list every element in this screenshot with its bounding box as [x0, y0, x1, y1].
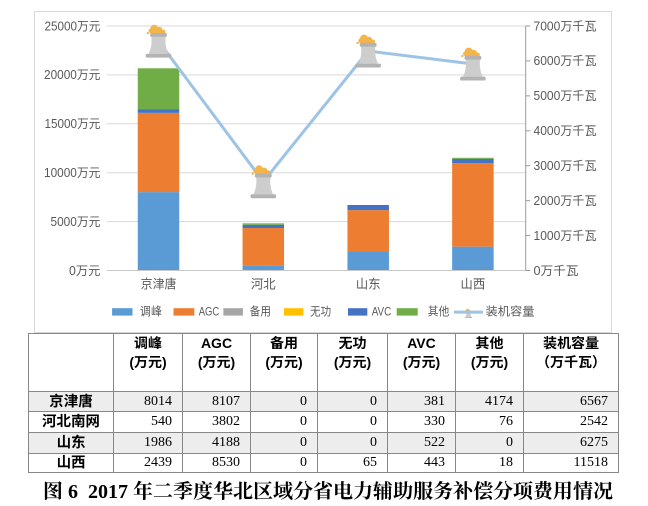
svg-text:4000万千瓦: 4000万千瓦: [534, 124, 597, 138]
svg-text:山东: 山东: [356, 277, 381, 292]
svg-text:5000万元: 5000万元: [51, 215, 101, 229]
svg-text:装机容量: 装机容量: [486, 305, 535, 319]
svg-text:6000万千瓦: 6000万千瓦: [534, 54, 597, 68]
svg-text:山西: 山西: [460, 277, 485, 292]
svg-text:无功: 无功: [310, 305, 331, 319]
svg-text:20000万元: 20000万元: [44, 68, 101, 82]
svg-text:7000万千瓦: 7000万千瓦: [534, 19, 597, 33]
svg-text:AGC: AGC: [199, 305, 220, 319]
svg-text:调峰: 调峰: [140, 305, 162, 319]
svg-text:10000万元: 10000万元: [44, 166, 101, 180]
svg-text:0万元: 0万元: [69, 264, 101, 278]
svg-text:AVC: AVC: [372, 305, 392, 319]
svg-text:15000万元: 15000万元: [45, 117, 101, 131]
svg-text:河北: 河北: [251, 277, 276, 292]
svg-text:0万千瓦: 0万千瓦: [534, 264, 580, 278]
svg-text:其他: 其他: [428, 305, 450, 319]
svg-text:1000万千瓦: 1000万千瓦: [534, 229, 597, 243]
svg-text:5000万千瓦: 5000万千瓦: [534, 89, 597, 103]
svg-text:备用: 备用: [250, 305, 271, 319]
svg-text:25000万元: 25000万元: [45, 19, 101, 33]
svg-text:京津唐: 京津唐: [141, 277, 177, 292]
svg-text:3000万千瓦: 3000万千瓦: [534, 159, 597, 173]
svg-text:2000万千瓦: 2000万千瓦: [534, 194, 597, 208]
